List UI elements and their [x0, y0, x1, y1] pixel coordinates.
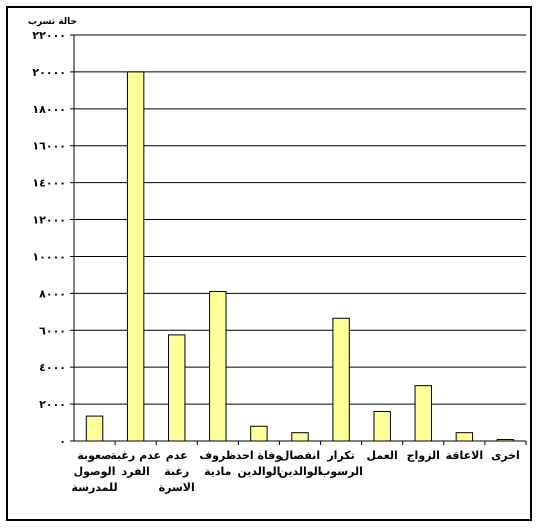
x-tick-label: الاعاقة: [446, 449, 483, 462]
chart-frame: حالة تسرب ٠ ٢٠٠٠ ٤٠٠٠ ٦٠٠٠ ٨٠٠٠ ١٠٠٠٠ ١٢٠٠٠ ١٤٠…: [6, 6, 532, 521]
x-tick-label: ظروف مادية: [199, 449, 236, 478]
bar: [250, 425, 268, 442]
x-tick-label: عدم رغبة الاسرة: [159, 449, 195, 494]
y-tick-label: ٢٠٠٠٠: [32, 66, 66, 79]
x-tick-label: الزواج: [407, 449, 440, 463]
x-tick-label: تكرار الرسوب: [319, 449, 363, 478]
x-tick-label: عدم رغبة الفرد: [110, 449, 161, 478]
bars: [85, 71, 515, 442]
bar: [85, 415, 104, 442]
y-tick-label: ٢٠٠٠: [39, 398, 66, 411]
y-tick-label: ١٢٠٠٠: [32, 214, 66, 227]
y-tick-label: ٤٠٠٠: [39, 361, 66, 374]
bar-chart: حالة تسرب ٠ ٢٠٠٠ ٤٠٠٠ ٦٠٠٠ ٨٠٠٠ ١٠٠٠٠ ١٢٠٠٠ ١٤٠…: [28, 17, 527, 494]
y-tick-label: ١٦٠٠٠: [32, 140, 66, 153]
bar: [414, 385, 432, 442]
x-tick-label: صعوبة الوصول للمدرسة: [71, 449, 117, 494]
y-axis-ticks: ٠ ٢٠٠٠ ٤٠٠٠ ٦٠٠٠ ٨٠٠٠ ١٠٠٠٠ ١٢٠٠٠ ١٤٠٠٠ ١٦٠٠٠ ١٨٠…: [32, 29, 74, 448]
bar: [126, 71, 145, 442]
bar: [209, 291, 227, 442]
bar: [373, 410, 391, 442]
bar: [455, 432, 474, 442]
bar: [168, 334, 186, 442]
x-tick-label: وفاة احد الوالدين: [236, 449, 283, 478]
y-tick-label: ٠: [59, 435, 66, 448]
y-axis-label: حالة تسرب: [28, 17, 77, 27]
gridlines: [74, 34, 526, 405]
bar: [332, 317, 350, 442]
y-tick-label: ١٤٠٠٠: [32, 177, 66, 190]
y-tick-label: ١٠٠٠٠: [32, 250, 66, 263]
y-tick-label: ٨٠٠٠: [39, 287, 66, 300]
x-tick-label: اخرى: [491, 449, 520, 462]
y-tick-label: ١٨٠٠٠: [32, 103, 66, 116]
x-tick-label: انفصال الوالدين: [278, 449, 321, 478]
x-tick-label: العمل: [367, 449, 398, 462]
y-tick-label: ٦٠٠٠: [39, 324, 66, 337]
bar: [291, 432, 309, 442]
y-tick-label: ٢٢٠٠٠: [32, 29, 66, 42]
